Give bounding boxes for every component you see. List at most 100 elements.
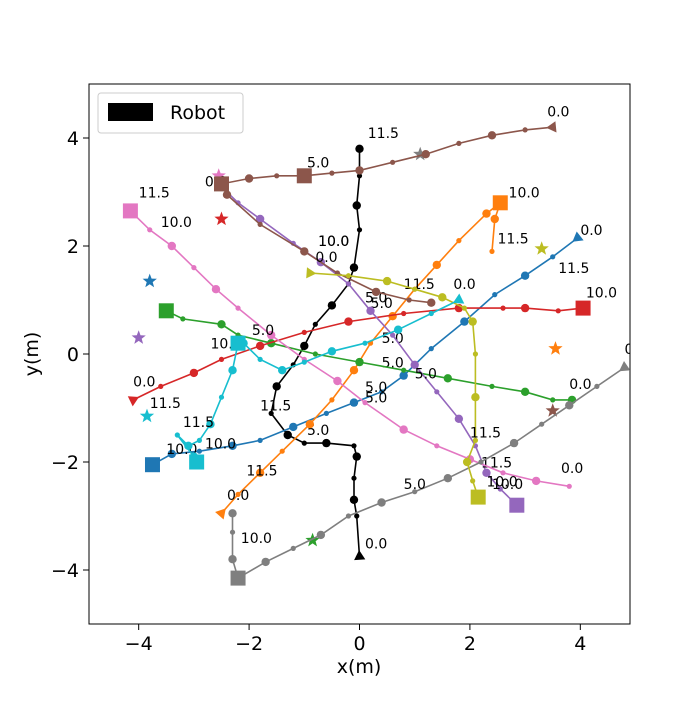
trajectory-point xyxy=(460,317,469,326)
trajectory-point xyxy=(377,498,386,507)
trajectory-point xyxy=(184,441,193,450)
start-marker xyxy=(453,293,465,304)
trajectory-point xyxy=(266,330,276,340)
time-label: 5.0 xyxy=(415,366,437,382)
trajectory-point xyxy=(322,438,331,448)
goal-square-marker xyxy=(213,176,229,192)
trajectory-point xyxy=(482,209,491,218)
goal-star-marker xyxy=(214,211,229,226)
trajectory-point xyxy=(316,530,326,540)
trajectory-point xyxy=(401,367,407,373)
trajectory-point xyxy=(443,474,453,483)
trajectory-point xyxy=(257,221,263,227)
trajectory-point xyxy=(329,397,335,403)
trajectory-point xyxy=(472,351,479,357)
trajectory-line xyxy=(220,126,553,304)
trajectory-point xyxy=(289,422,298,432)
goal-star-marker xyxy=(139,408,155,423)
trajectory-point xyxy=(438,293,447,302)
trajectory-point xyxy=(206,420,215,429)
trajectory-point xyxy=(218,394,225,400)
trajectory-point xyxy=(255,468,265,477)
time-label: 10.0 xyxy=(205,437,236,453)
x-tick-label: 2 xyxy=(464,633,476,655)
trajectory-point xyxy=(235,491,241,497)
x-tick-label: 4 xyxy=(574,633,586,655)
trajectory-point xyxy=(301,329,307,335)
start-marker xyxy=(619,361,630,372)
trajectory-point xyxy=(362,400,368,406)
trajectory-point xyxy=(393,325,403,334)
trajectory-point xyxy=(278,366,287,375)
goal-square-marker xyxy=(509,497,525,513)
trajectory-point xyxy=(349,495,359,504)
trajectory-point xyxy=(345,513,352,519)
trajectory-point xyxy=(432,260,441,270)
trajectory-point xyxy=(217,320,226,329)
trajectory-point xyxy=(174,432,180,438)
trajectory-line xyxy=(129,210,570,488)
goal-square-marker xyxy=(144,457,160,473)
series-agent: 0.0 5.0 10.0 11.5 xyxy=(150,223,603,468)
trajectory-point xyxy=(355,357,364,367)
trajectory-point xyxy=(421,150,430,159)
time-label: 11.5 xyxy=(558,261,589,277)
time-label: 11.5 xyxy=(368,126,399,142)
time-label: 11.5 xyxy=(260,399,291,415)
trajectory-point xyxy=(427,298,436,307)
trajectory-line xyxy=(152,237,579,466)
y-tick-label: 4 xyxy=(67,128,79,150)
trajectory-point xyxy=(462,457,472,467)
time-label: 10.0 xyxy=(586,285,617,301)
trajectory-point xyxy=(191,265,197,271)
trajectory-point xyxy=(255,341,265,351)
goal-square-marker xyxy=(230,570,246,586)
goal-star-marker xyxy=(142,273,157,288)
trajectory-point xyxy=(412,286,418,292)
trajectory-point xyxy=(323,410,329,416)
time-label: 10.0 xyxy=(492,477,523,493)
trajectory-point xyxy=(594,383,600,389)
trajectory-point xyxy=(539,421,545,427)
time-label: 11.5 xyxy=(481,455,512,471)
trajectory-point xyxy=(349,263,359,272)
trajectory-point xyxy=(489,248,495,254)
trajectory-point xyxy=(520,271,530,280)
time-label: 10.0 xyxy=(509,185,540,201)
trajectory-point xyxy=(487,131,497,140)
trajectory-point xyxy=(352,452,361,461)
trajectory-point xyxy=(228,555,237,564)
trajectory-point xyxy=(550,254,556,260)
goal-star-marker xyxy=(534,241,549,255)
time-label: 0.0 xyxy=(453,277,475,293)
trajectory-point xyxy=(434,443,440,449)
trajectory-point xyxy=(470,478,476,484)
time-label: 5.0 xyxy=(365,291,387,307)
trajectory-point xyxy=(167,449,177,459)
goal-square-marker xyxy=(470,489,486,505)
y-tick-label: 2 xyxy=(67,236,79,258)
trajectory-point xyxy=(301,359,307,365)
trajectory-point xyxy=(500,470,506,476)
time-label: 10.0 xyxy=(486,474,517,490)
trajectory-point xyxy=(312,351,318,357)
trajectory-point xyxy=(305,420,315,429)
goal-star-marker xyxy=(211,168,226,182)
trajectory-point xyxy=(257,437,263,443)
y-tick-label: −4 xyxy=(51,560,79,582)
goal-square-marker xyxy=(296,168,312,184)
goal-star-marker xyxy=(548,341,563,355)
time-label: 11.5 xyxy=(150,396,181,412)
trajectory-point xyxy=(301,440,307,446)
trajectory-point xyxy=(345,281,352,287)
trajectory-point xyxy=(412,489,418,495)
trajectory-point xyxy=(401,310,407,317)
trajectory-point xyxy=(355,166,364,175)
trajectory-point xyxy=(443,374,453,383)
trajectory-point xyxy=(390,159,396,165)
time-label: 11.5 xyxy=(139,185,170,201)
trajectory-point xyxy=(366,306,375,315)
trajectory-point xyxy=(333,376,342,386)
